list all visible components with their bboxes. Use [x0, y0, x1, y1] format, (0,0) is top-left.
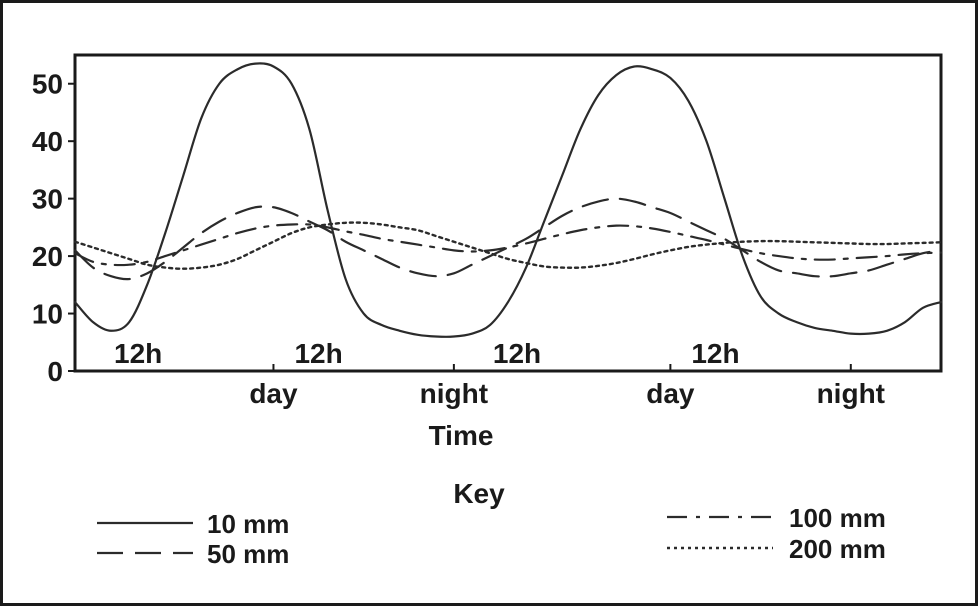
legend-label: 50 mm — [207, 539, 289, 569]
x-axis: 12h 12h 12h 12h day night day night — [114, 338, 885, 409]
x-period-label: day — [646, 378, 695, 409]
legend-item-200-mm: 200 mm — [667, 534, 886, 564]
series-line-10-mm — [73, 62, 943, 338]
y-tick-label: 40 — [32, 126, 63, 157]
y-axis: 0 10 20 30 40 50 — [32, 69, 75, 387]
y-tick-label: 0 — [47, 356, 63, 387]
x-period-label: day — [249, 378, 298, 409]
y-tick-label: 30 — [32, 184, 63, 215]
legend-label: 100 mm — [789, 503, 886, 533]
series-layer — [73, 62, 943, 338]
y-tick-label: 20 — [32, 241, 63, 272]
x-period-label: night — [817, 378, 885, 409]
x-mark-label: 12h — [294, 338, 342, 369]
plot-area — [73, 53, 943, 373]
legend-item-10-mm: 10 mm — [97, 509, 289, 539]
x-mark-label: 12h — [493, 338, 541, 369]
series-line-200-mm — [73, 221, 943, 270]
series-line-50-mm — [73, 197, 943, 281]
y-tick-label: 10 — [32, 299, 63, 330]
soil-temperature-chart: 0 10 20 30 40 50 12h 12h 12h 12h day night day night… — [32, 53, 943, 569]
x-period-label: night — [420, 378, 488, 409]
legend-label: 200 mm — [789, 534, 886, 564]
plot-frame — [73, 53, 943, 373]
x-mark-label: 12h — [691, 338, 739, 369]
key-title: Key — [453, 478, 505, 509]
legend-label: 10 mm — [207, 509, 289, 539]
legend-item-50-mm: 50 mm — [97, 539, 289, 569]
legend-item-100-mm: 100 mm — [667, 503, 886, 533]
y-tick-label: 50 — [32, 69, 63, 100]
x-axis-title: Time — [429, 420, 494, 451]
x-mark-label: 12h — [114, 338, 162, 369]
